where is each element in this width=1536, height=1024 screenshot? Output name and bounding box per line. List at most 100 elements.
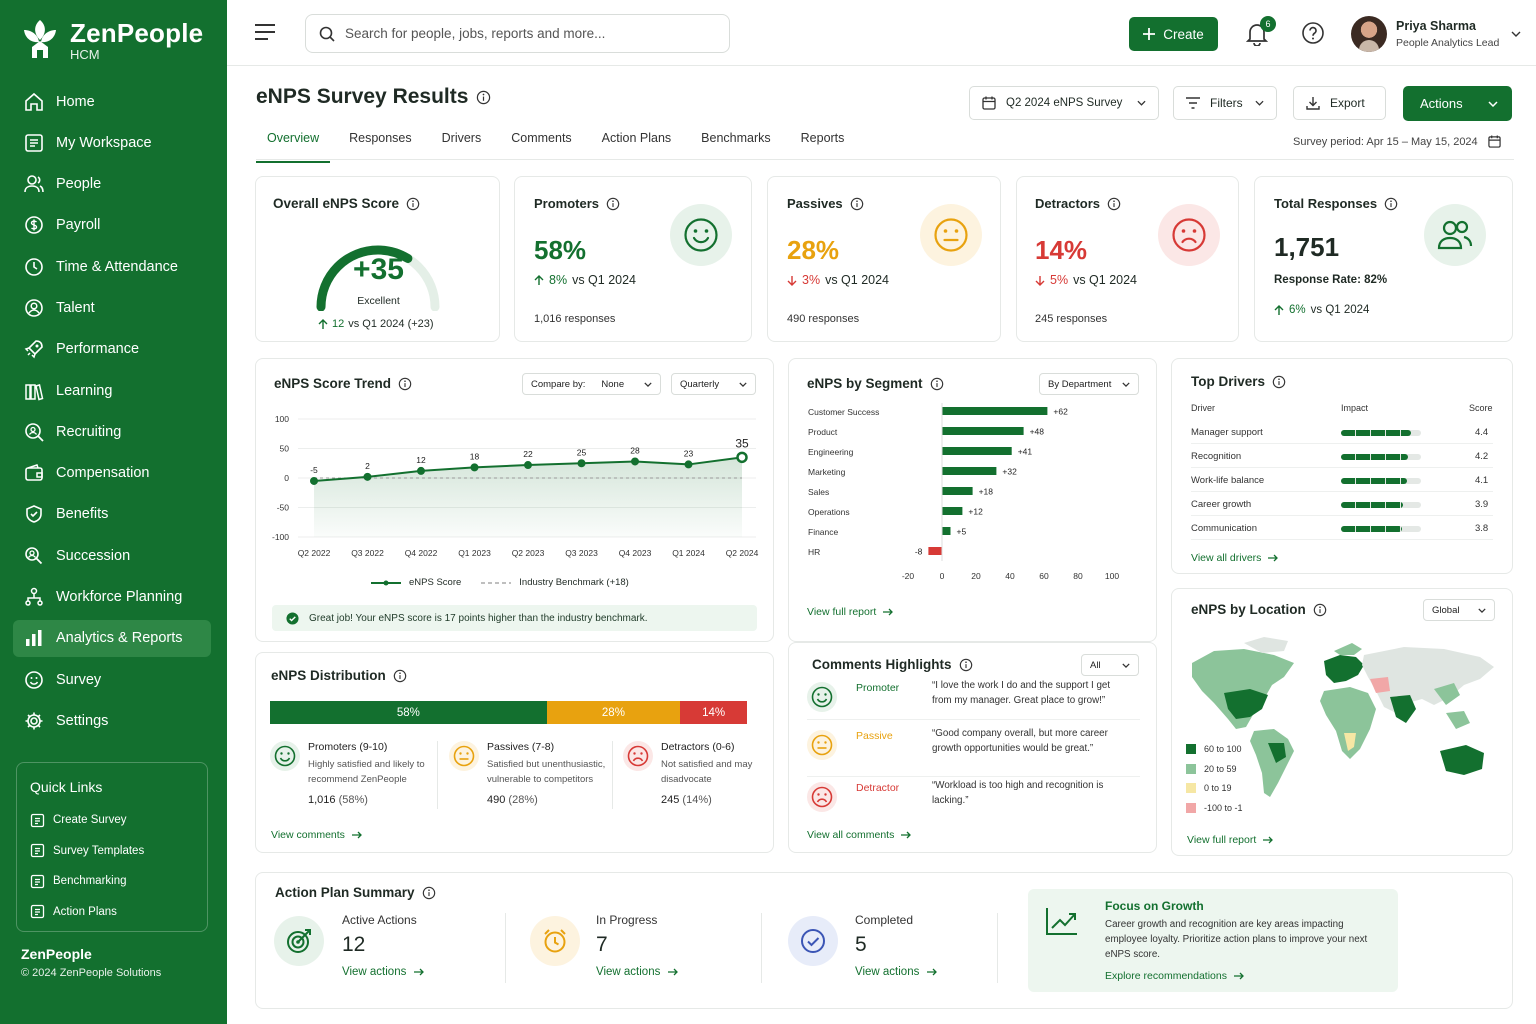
tab-overview[interactable]: Overview [256,128,331,163]
tab-drivers[interactable]: Drivers [441,131,482,145]
quick-link-create-survey[interactable]: Create Survey [30,805,194,836]
info-icon[interactable] [1107,197,1121,211]
nav-item-survey[interactable]: Survey [13,661,211,698]
segment-bar[interactable] [942,427,1024,435]
driver-row[interactable]: Recognition 4.2 [1191,444,1493,468]
nav-item-succession[interactable]: Succession [13,537,211,574]
search-input[interactable]: Search for people, jobs, reports and mor… [305,14,730,53]
info-icon[interactable] [476,90,491,105]
data-point[interactable] [631,457,639,466]
info-icon[interactable] [406,197,420,211]
comment-item[interactable]: Passive “Good company overall, but more c… [807,720,1140,777]
distribution-segment[interactable]: 14% [680,701,747,724]
active-actions-link[interactable]: View actions [342,966,425,978]
arrow-right-icon [1233,972,1244,980]
info-icon[interactable] [930,377,944,391]
calendar-icon[interactable] [1487,135,1501,148]
in-progress-link[interactable]: View actions [596,966,679,978]
comment-item[interactable]: Detractor “Workload is too high and recog… [807,777,1140,822]
data-point[interactable] [577,459,586,468]
quick-link-benchmarking[interactable]: Benchmarking [30,866,194,897]
info-icon[interactable] [606,197,620,211]
segment-bar[interactable] [928,547,942,555]
tab-benchmarks[interactable]: Benchmarks [701,131,771,145]
nav-item-my-workspace[interactable]: My Workspace [13,124,211,161]
quick-link-survey-templates[interactable]: Survey Templates [30,836,194,867]
passives-responses: 490 responses [787,313,860,325]
nav-item-settings[interactable]: Settings [13,702,211,739]
info-icon[interactable] [1384,197,1398,211]
tab-action-plans[interactable]: Action Plans [601,131,672,145]
brand[interactable]: ZenPeople HCM [22,18,203,62]
distribution-segment[interactable]: 58% [270,701,547,724]
user-menu[interactable]: Priya Sharma People Analytics Lead [1351,16,1521,52]
nav-item-home[interactable]: Home [13,83,211,120]
data-point[interactable] [524,461,532,470]
nav-item-people[interactable]: People [13,166,211,203]
legend-label: 0 to 19 [1204,783,1232,793]
survey-select[interactable]: Q2 2024 eNPS Survey [969,86,1159,120]
view-all-comments-link[interactable]: View all comments [807,829,912,841]
nav-item-workforce-planning[interactable]: Workforce Planning [13,579,211,616]
completed-link[interactable]: View actions [855,966,938,978]
segment-bar[interactable] [942,527,951,535]
segment-bar[interactable] [942,407,1048,415]
nav-item-talent[interactable]: Talent [13,289,211,326]
menu-icon[interactable] [255,24,275,40]
driver-row[interactable]: Communication 3.8 [1191,516,1493,540]
driver-row[interactable]: Manager support 4.4 [1191,420,1493,444]
info-icon[interactable] [1313,603,1327,617]
data-point[interactable] [684,460,693,469]
segment-bar[interactable] [942,467,997,475]
legend-line-icon [371,580,401,585]
comment-item[interactable]: Promoter “I love the work I do and the su… [807,677,1140,720]
nav-item-performance[interactable]: Performance [13,331,211,368]
help-icon[interactable] [1302,22,1324,44]
export-button[interactable]: Export [1293,86,1386,120]
nav-item-payroll[interactable]: Payroll [13,207,211,244]
nav-item-time-attendance[interactable]: Time & Attendance [13,248,211,285]
data-point[interactable] [310,476,318,485]
segment-bar[interactable] [942,447,1012,455]
driver-score: 4.2 [1475,451,1489,462]
segment-bar[interactable] [942,507,963,515]
data-point[interactable] [417,466,425,475]
segment-dropdown[interactable]: By Department [1039,373,1139,395]
compare-dropdown[interactable]: Compare by: None [522,373,661,395]
info-icon[interactable] [959,658,973,672]
info-icon[interactable] [422,886,436,900]
period-dropdown[interactable]: Quarterly [671,373,756,395]
nav-item-recruiting[interactable]: Recruiting [13,413,211,450]
nav-item-analytics-reports[interactable]: Analytics & Reports [13,619,211,657]
actions-button[interactable]: Actions [1403,86,1512,121]
view-all-drivers-link[interactable]: View all drivers [1191,552,1279,564]
explore-recommendations-link[interactable]: Explore recommendations [1105,970,1244,982]
nav-item-benefits[interactable]: Benefits [13,496,211,533]
data-point[interactable] [736,451,748,464]
nav-item-learning[interactable]: Learning [13,372,211,409]
comments-filter-dropdown[interactable]: All [1081,654,1139,676]
info-icon[interactable] [393,669,407,683]
tab-responses[interactable]: Responses [349,131,412,145]
x-tick-label: Q2 2022 [298,548,331,558]
data-point[interactable] [363,472,372,481]
total-responses-delta: 6% vs Q1 2024 [1274,304,1369,316]
segment-bar[interactable] [942,487,973,495]
distribution-segment[interactable]: 28% [546,701,681,724]
driver-row[interactable]: Career growth 3.9 [1191,492,1493,516]
location-full-report-link[interactable]: View full report [1187,834,1274,846]
create-button[interactable]: Create [1129,17,1218,51]
filters-button[interactable]: Filters [1173,86,1277,120]
driver-row[interactable]: Work-life balance 4.1 [1191,468,1493,492]
info-icon[interactable] [1272,375,1286,389]
info-icon[interactable] [850,197,864,211]
info-icon[interactable] [398,377,412,391]
tab-comments[interactable]: Comments [511,131,572,145]
tab-reports[interactable]: Reports [800,131,845,145]
data-point[interactable] [470,463,479,472]
view-comments-link[interactable]: View comments [271,829,362,841]
location-dropdown[interactable]: Global [1423,599,1495,621]
segment-full-report-link[interactable]: View full report [807,606,894,618]
quick-link-action-plans[interactable]: Action Plans [30,897,194,928]
nav-item-compensation[interactable]: Compensation [13,455,211,492]
